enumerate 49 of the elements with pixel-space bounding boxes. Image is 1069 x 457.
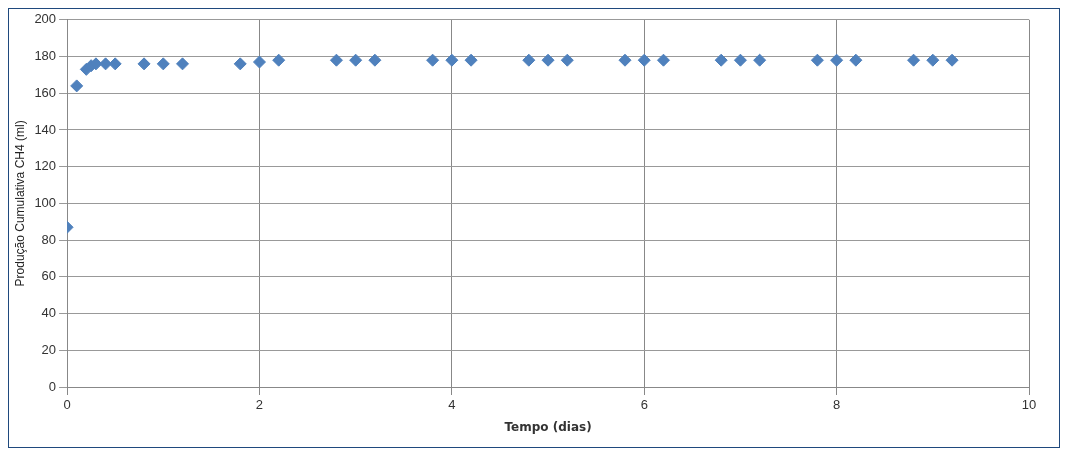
y-tick-label: 200 [34,11,57,27]
y-tick-label: 60 [41,268,57,284]
point [733,53,747,67]
point [156,57,170,71]
point [233,57,247,71]
point [926,53,940,67]
y-tick-label: 20 [41,341,57,357]
point [368,53,382,67]
point [522,53,536,67]
y-axis-title: Produção Cumulativa CH4 (ml) [12,120,27,287]
point [753,53,767,67]
point [637,53,651,67]
point [99,57,113,71]
y-tick-label: 40 [41,305,57,321]
x-tick-label: 6 [640,397,648,413]
point [830,53,844,67]
point [714,53,728,67]
point [656,53,670,67]
y-tick-label: 160 [34,84,57,100]
point [252,55,266,69]
point [426,53,440,67]
point [329,53,343,67]
point [907,53,921,67]
x-axis-title: Tempo (dias) [504,419,592,434]
y-tick-label: 0 [48,378,57,394]
y-tick-label: 180 [34,48,57,64]
x-tick-label: 10 [1021,397,1037,413]
y-tick-label: 140 [34,121,57,137]
point [618,53,632,67]
point [176,57,190,71]
point [945,53,959,67]
x-tick-label: 0 [63,397,71,413]
y-tick-label: 80 [41,231,57,247]
y-tick-label: 120 [34,158,57,174]
point [810,53,824,67]
y-tick-label: 100 [34,194,57,210]
x-tick-label: 2 [255,397,264,413]
point [349,53,363,67]
point [464,53,478,67]
x-tick-label: 4 [448,397,456,413]
x-tick-label: 8 [833,397,841,413]
point [70,79,84,93]
point [272,53,286,67]
point [445,53,459,67]
point [849,53,863,67]
point [541,53,555,67]
point [560,53,574,67]
point [137,57,151,71]
point [108,57,122,71]
